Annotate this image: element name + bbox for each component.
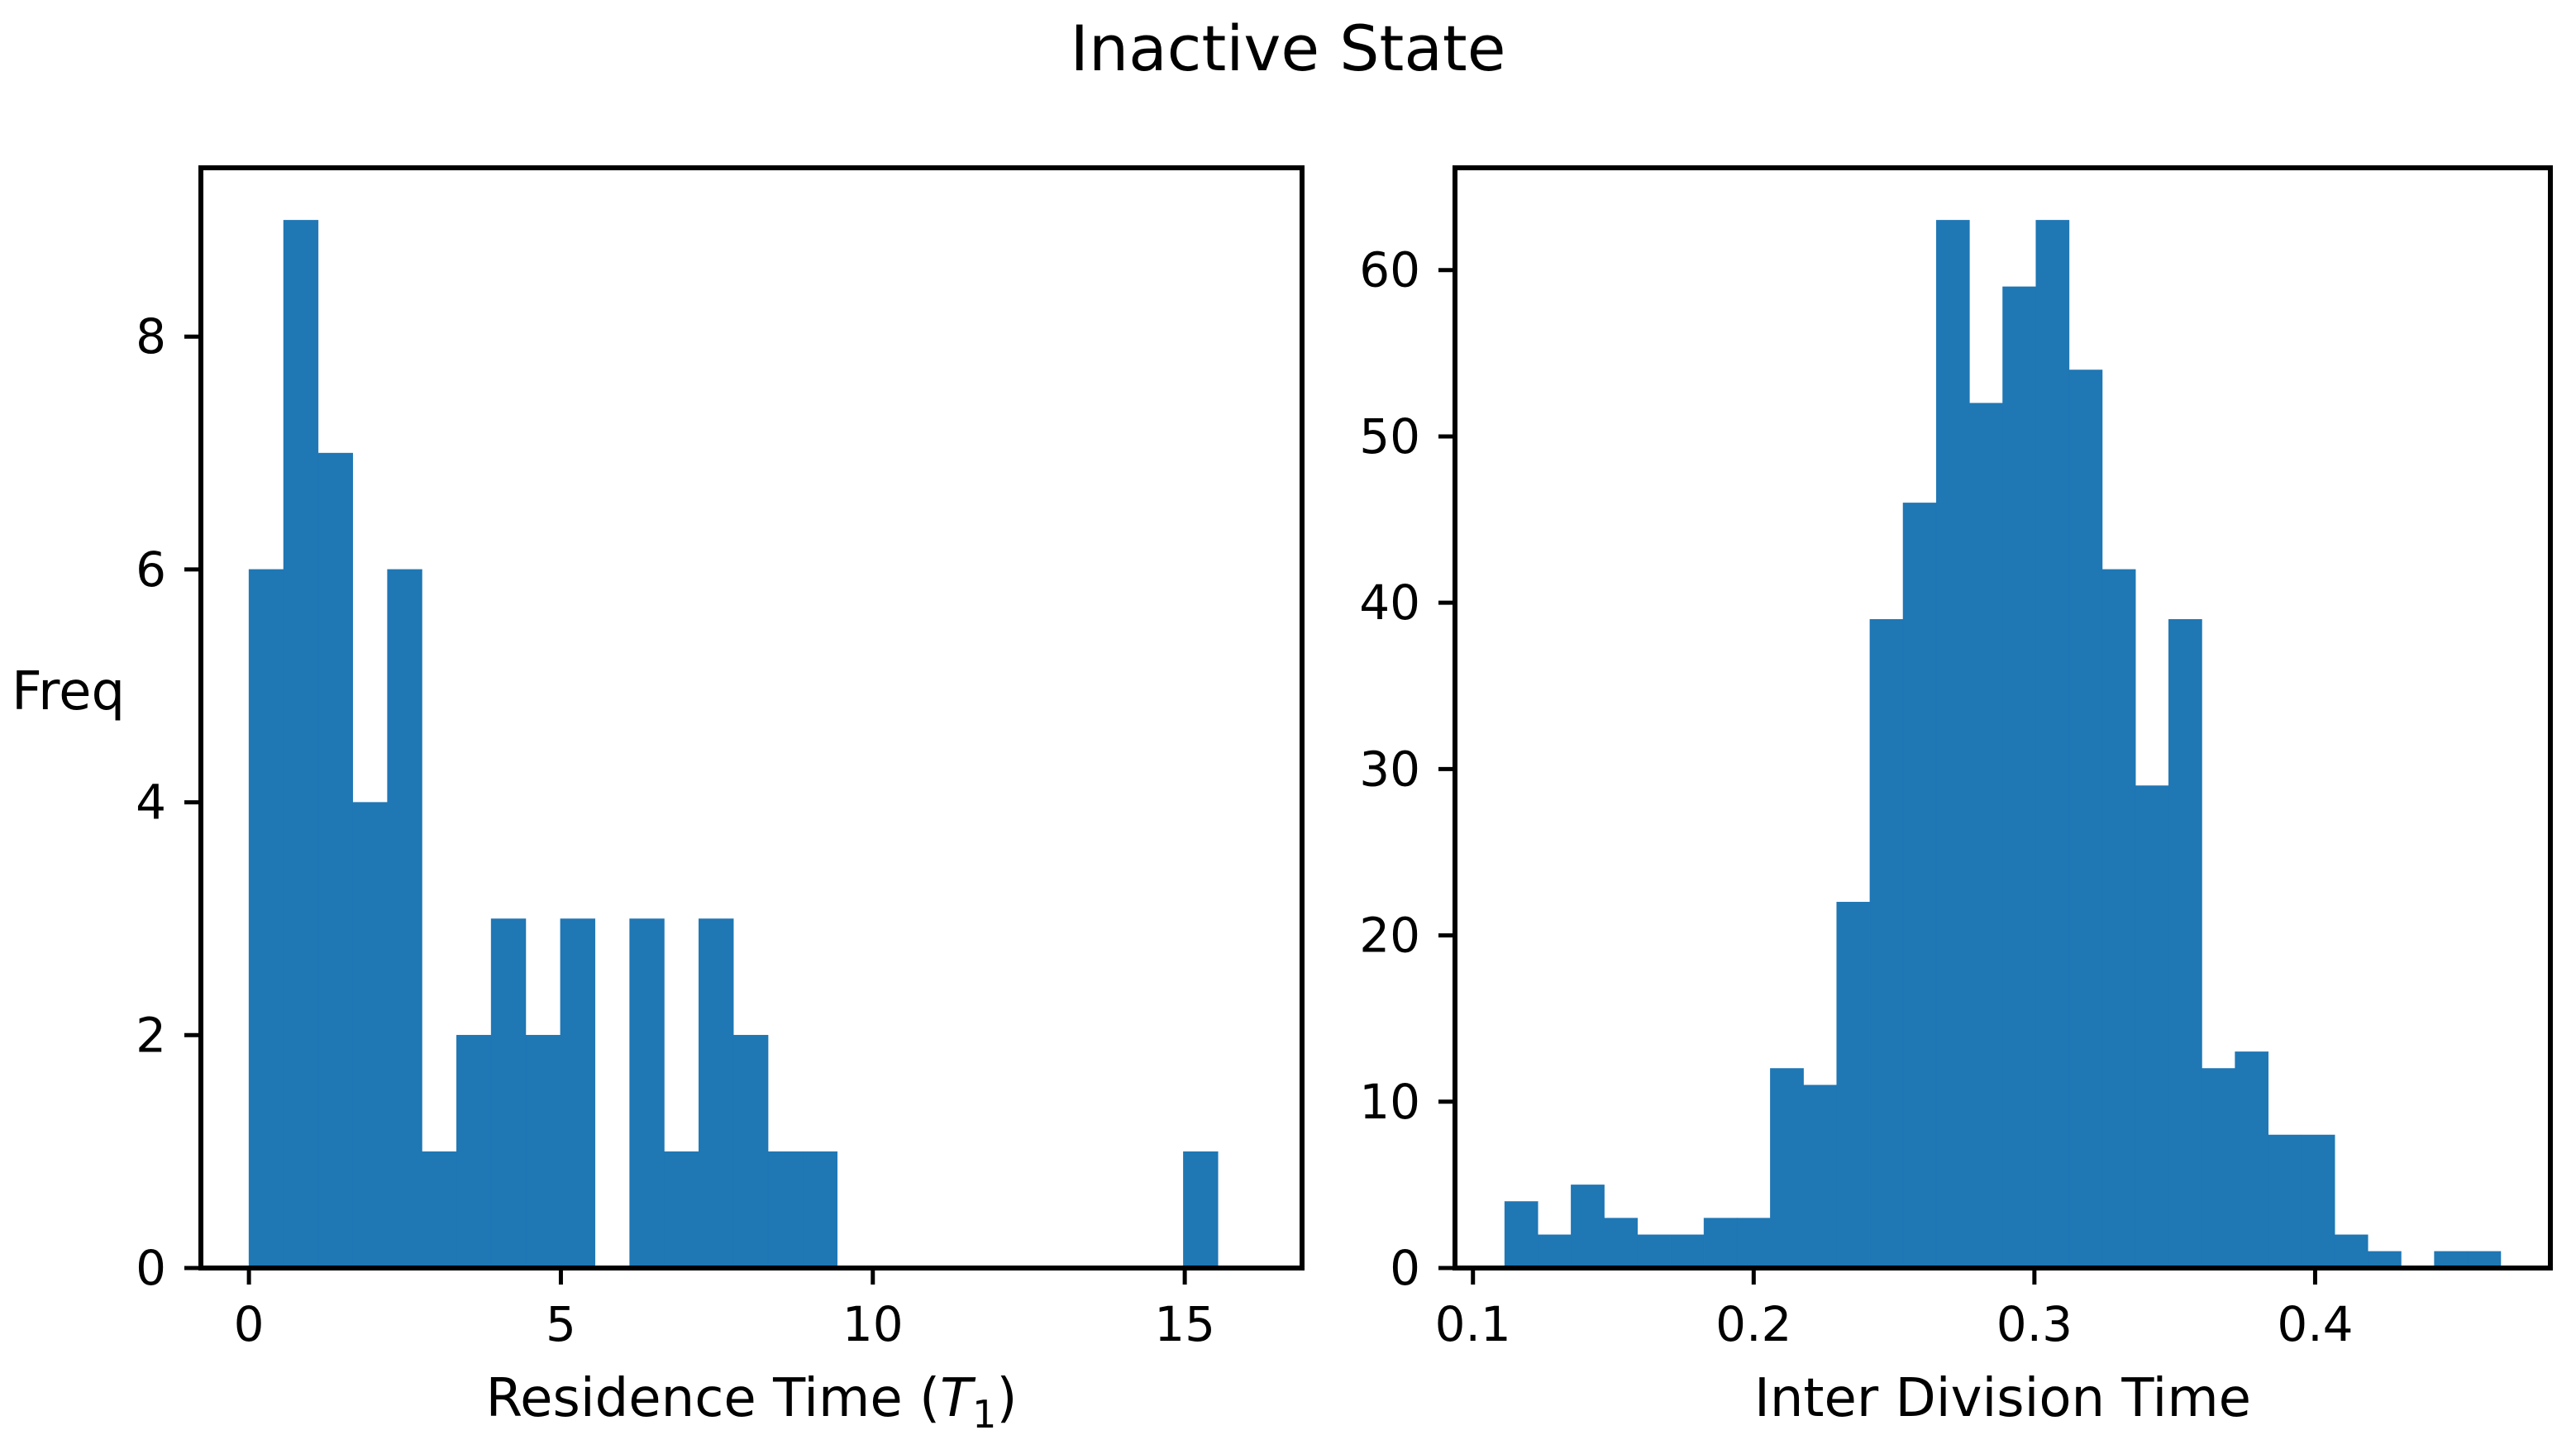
x-tick-label: 10 [842, 1296, 904, 1352]
x-axis-ticks: 0.1 0.2 0.3 0.4 [1435, 1268, 2354, 1352]
histogram-bar [2368, 1251, 2402, 1269]
x-tick-label: 15 [1154, 1296, 1215, 1352]
axes-spines [1453, 165, 2553, 1270]
y-tick-label: 0 [1390, 1240, 1420, 1296]
histogram-bar [2235, 1051, 2269, 1269]
histogram-bar [1969, 403, 2003, 1269]
y-tick-label: 40 [1359, 574, 1420, 631]
histogram-bar [2135, 785, 2169, 1269]
axes-spines [198, 165, 1305, 1270]
histogram-bar [732, 1035, 769, 1269]
y-tick-label: 20 [1359, 908, 1420, 964]
histogram-bar [1703, 1218, 1738, 1269]
histogram-bar [1935, 220, 1970, 1269]
histogram-bar [1902, 503, 1937, 1269]
left-histogram-plot: 0 5 10 15 0 2 4 6 8 [136, 165, 1305, 1352]
y-tick-label: 30 [1359, 741, 1420, 797]
histogram-bar [1736, 1218, 1771, 1269]
y-axis-ticks: 0 10 20 30 40 50 60 [1359, 242, 1455, 1296]
histogram-bars [248, 220, 1219, 1269]
histogram-bar [699, 918, 734, 1269]
histogram-bar [1604, 1218, 1639, 1269]
y-tick-label: 10 [1359, 1074, 1420, 1130]
x-tick-label: 0 [234, 1296, 265, 1352]
histogram-bar [2434, 1251, 2469, 1269]
left-y-axis-label: Freq [12, 661, 126, 722]
histogram-bar [352, 802, 388, 1269]
histogram-bar [1869, 619, 1904, 1269]
y-tick-label: 4 [136, 775, 166, 831]
histogram-bar [560, 918, 596, 1269]
right-histogram-plot: 0.1 0.2 0.3 0.4 0 10 20 30 40 50 60 [1359, 165, 2553, 1352]
histogram-bar [456, 1035, 492, 1269]
figure-title: Inactive State [1070, 12, 1506, 85]
x-axis-ticks: 0 5 10 15 [234, 1268, 1215, 1352]
y-tick-label: 6 [136, 541, 166, 598]
histogram-bar [629, 918, 665, 1269]
histogram-bar [1836, 902, 1871, 1269]
histogram-bar [2268, 1134, 2302, 1269]
histogram-bar [2002, 286, 2036, 1269]
y-tick-label: 0 [136, 1240, 166, 1296]
left-x-axis-label: Residence Time (T1) [201, 1368, 1302, 1437]
histogram-bar [1538, 1234, 1572, 1269]
histogram-bar [2068, 369, 2103, 1269]
left-x-axis-label-variable: T [940, 1368, 973, 1429]
histogram-bar [248, 569, 284, 1269]
histogram-bar [422, 1151, 457, 1269]
histogram-bar [664, 1151, 699, 1269]
left-x-axis-label-suffix: ) [996, 1368, 1018, 1429]
histogram-bar [767, 1151, 804, 1269]
histogram-bar [2168, 619, 2202, 1269]
histogram-bar [2301, 1134, 2335, 1269]
x-tick-label: 0.3 [1996, 1296, 2073, 1352]
histogram-bar [2334, 1234, 2368, 1269]
y-axis-ticks: 0 2 4 6 8 [136, 308, 201, 1296]
y-tick-label: 60 [1359, 242, 1420, 298]
histogram-bar [1670, 1234, 1705, 1269]
y-tick-label: 8 [136, 308, 166, 365]
right-x-axis-label: Inter Division Time [1753, 1368, 2252, 1429]
histogram-bar [1504, 1201, 1538, 1269]
histogram-bar [317, 452, 353, 1269]
x-tick-label: 0.4 [2277, 1296, 2353, 1352]
histogram-bar [525, 1035, 561, 1269]
histogram-bar [1803, 1085, 1838, 1269]
histogram-bar [2101, 569, 2136, 1269]
histogram-bar [1637, 1234, 1672, 1269]
histogram-bar [1571, 1185, 1605, 1269]
histogram-bar [1770, 1068, 1804, 1269]
histogram-bar [283, 220, 319, 1269]
histogram-bar [387, 569, 422, 1269]
histogram-bar [1183, 1151, 1219, 1269]
left-x-axis-label-subscript: 1 [972, 1391, 997, 1437]
left-x-axis-label-text: Residence Time ( [485, 1368, 941, 1429]
x-tick-label: 5 [546, 1296, 576, 1352]
x-tick-label: 0.1 [1435, 1296, 1511, 1352]
y-tick-label: 2 [136, 1007, 166, 1063]
x-tick-label: 0.2 [1715, 1296, 1791, 1352]
histogram-bars [1504, 220, 2502, 1269]
histogram-bar [2202, 1068, 2235, 1269]
histogram-bar [490, 918, 527, 1269]
histogram-bar [802, 1151, 838, 1269]
histogram-bar [2035, 220, 2070, 1269]
y-tick-label: 50 [1359, 408, 1420, 465]
histogram-bar [2467, 1251, 2502, 1269]
